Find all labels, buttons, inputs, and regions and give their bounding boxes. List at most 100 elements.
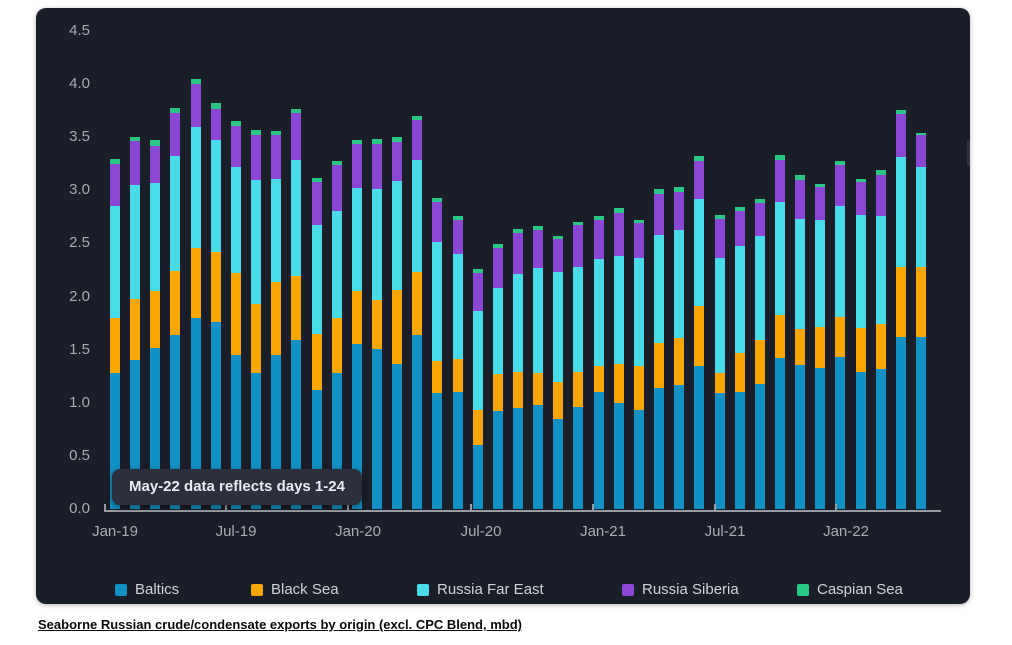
bar-segment-russia-siberia[interactable] xyxy=(593,220,604,260)
bar-segment-russia-siberia[interactable] xyxy=(472,273,483,312)
bar-segment-baltics[interactable] xyxy=(432,393,443,509)
legend-item-russia-far-east[interactable]: Russia Far East xyxy=(417,581,544,599)
bar-jun-21[interactable] xyxy=(694,156,705,509)
bar-segment-russia-far-east[interactable] xyxy=(452,254,463,360)
bar-mar-19[interactable] xyxy=(150,140,161,509)
bar-segment-baltics[interactable] xyxy=(633,410,644,509)
bar-segment-caspian-sea[interactable] xyxy=(170,107,181,113)
bar-sep-20[interactable] xyxy=(513,228,523,509)
bar-segment-caspian-sea[interactable] xyxy=(694,156,705,161)
bar-oct-19[interactable] xyxy=(291,108,302,509)
bar-segment-black-sea[interactable] xyxy=(613,363,624,403)
bar-segment-baltics[interactable] xyxy=(895,336,906,509)
bar-segment-caspian-sea[interactable] xyxy=(412,116,423,121)
bar-segment-black-sea[interactable] xyxy=(271,281,282,355)
bar-segment-baltics[interactable] xyxy=(553,418,564,509)
bar-segment-russia-siberia[interactable] xyxy=(795,179,806,219)
bar-segment-caspian-sea[interactable] xyxy=(633,220,644,224)
bar-jul-20[interactable] xyxy=(472,269,483,509)
bar-segment-black-sea[interactable] xyxy=(694,306,705,366)
bar-segment-caspian-sea[interactable] xyxy=(533,226,544,230)
bar-segment-baltics[interactable] xyxy=(210,322,221,509)
bar-segment-baltics[interactable] xyxy=(170,334,181,509)
bar-segment-russia-siberia[interactable] xyxy=(734,210,745,246)
bar-may-22[interactable] xyxy=(916,133,926,509)
bar-segment-caspian-sea[interactable] xyxy=(835,160,846,165)
bar-segment-russia-far-east[interactable] xyxy=(412,159,423,273)
bar-segment-black-sea[interactable] xyxy=(754,340,765,384)
bar-segment-caspian-sea[interactable] xyxy=(392,137,403,142)
bar-segment-russia-siberia[interactable] xyxy=(714,219,725,259)
bar-segment-caspian-sea[interactable] xyxy=(492,243,503,248)
bar-segment-russia-far-east[interactable] xyxy=(130,185,141,299)
bar-segment-russia-far-east[interactable] xyxy=(291,159,302,277)
bar-segment-black-sea[interactable] xyxy=(130,298,141,361)
bar-segment-caspian-sea[interactable] xyxy=(573,222,584,226)
bar-segment-baltics[interactable] xyxy=(513,408,523,509)
bar-segment-russia-siberia[interactable] xyxy=(654,193,664,236)
bar-segment-russia-siberia[interactable] xyxy=(533,229,544,268)
bar-dec-19[interactable] xyxy=(331,160,342,509)
bar-segment-baltics[interactable] xyxy=(754,383,765,509)
bar-segment-caspian-sea[interactable] xyxy=(916,133,926,136)
bar-segment-black-sea[interactable] xyxy=(875,324,886,369)
bar-dec-21[interactable] xyxy=(815,183,826,509)
bar-feb-21[interactable] xyxy=(613,208,624,509)
bar-segment-black-sea[interactable] xyxy=(533,373,544,405)
bar-segment-russia-siberia[interactable] xyxy=(694,160,705,199)
bar-apr-21[interactable] xyxy=(654,189,664,509)
bar-segment-baltics[interactable] xyxy=(351,344,362,509)
bar-segment-black-sea[interactable] xyxy=(311,333,322,390)
bar-segment-russia-far-east[interactable] xyxy=(371,189,382,300)
legend-item-baltics[interactable]: Baltics xyxy=(115,581,179,599)
bar-segment-russia-far-east[interactable] xyxy=(271,178,282,282)
bar-segment-russia-siberia[interactable] xyxy=(311,181,322,226)
bar-segment-russia-siberia[interactable] xyxy=(371,143,382,190)
bar-jan-22[interactable] xyxy=(835,160,846,509)
bar-segment-russia-far-east[interactable] xyxy=(110,206,120,318)
bar-segment-russia-far-east[interactable] xyxy=(613,256,624,364)
scrollbar-thumb[interactable] xyxy=(967,140,970,166)
bar-segment-caspian-sea[interactable] xyxy=(613,208,624,213)
legend-item-caspian-sea[interactable]: Caspian Sea xyxy=(797,581,903,599)
bar-segment-baltics[interactable] xyxy=(492,411,503,509)
bar-segment-black-sea[interactable] xyxy=(553,381,564,419)
bar-segment-black-sea[interactable] xyxy=(895,266,906,337)
bar-segment-baltics[interactable] xyxy=(593,392,604,509)
bar-segment-russia-far-east[interactable] xyxy=(895,157,906,267)
bar-segment-russia-far-east[interactable] xyxy=(230,167,241,274)
bar-segment-russia-siberia[interactable] xyxy=(492,247,503,289)
bar-apr-20[interactable] xyxy=(412,116,423,509)
bar-segment-baltics[interactable] xyxy=(371,348,382,509)
bar-segment-caspian-sea[interactable] xyxy=(210,103,221,109)
bar-segment-russia-far-east[interactable] xyxy=(432,242,443,362)
bar-segment-caspian-sea[interactable] xyxy=(130,137,141,142)
bar-feb-20[interactable] xyxy=(371,139,382,509)
bar-segment-russia-far-east[interactable] xyxy=(553,272,564,382)
bar-segment-caspian-sea[interactable] xyxy=(875,170,886,175)
bar-segment-black-sea[interactable] xyxy=(674,338,685,385)
bar-segment-caspian-sea[interactable] xyxy=(230,121,241,126)
bar-segment-russia-siberia[interactable] xyxy=(110,163,120,207)
bar-segment-baltics[interactable] xyxy=(251,373,261,509)
bar-sep-19[interactable] xyxy=(271,130,282,509)
bar-segment-caspian-sea[interactable] xyxy=(553,236,564,240)
bar-segment-russia-far-east[interactable] xyxy=(815,220,826,328)
bar-segment-baltics[interactable] xyxy=(291,340,302,509)
bar-segment-caspian-sea[interactable] xyxy=(452,215,463,221)
bar-segment-russia-far-east[interactable] xyxy=(795,218,806,330)
bar-segment-russia-far-east[interactable] xyxy=(533,267,544,374)
bar-segment-russia-far-east[interactable] xyxy=(774,202,785,315)
bar-segment-black-sea[interactable] xyxy=(714,373,725,394)
bar-segment-caspian-sea[interactable] xyxy=(190,78,201,85)
bar-segment-russia-siberia[interactable] xyxy=(916,135,926,168)
bar-segment-baltics[interactable] xyxy=(694,365,705,509)
bar-segment-black-sea[interactable] xyxy=(412,272,423,335)
bar-mar-20[interactable] xyxy=(392,137,403,509)
bar-segment-baltics[interactable] xyxy=(613,402,624,509)
bar-oct-21[interactable] xyxy=(774,155,785,509)
bar-segment-russia-siberia[interactable] xyxy=(875,174,886,216)
bar-segment-caspian-sea[interactable] xyxy=(815,183,826,188)
bar-segment-baltics[interactable] xyxy=(835,357,846,509)
bar-segment-baltics[interactable] xyxy=(533,404,544,509)
